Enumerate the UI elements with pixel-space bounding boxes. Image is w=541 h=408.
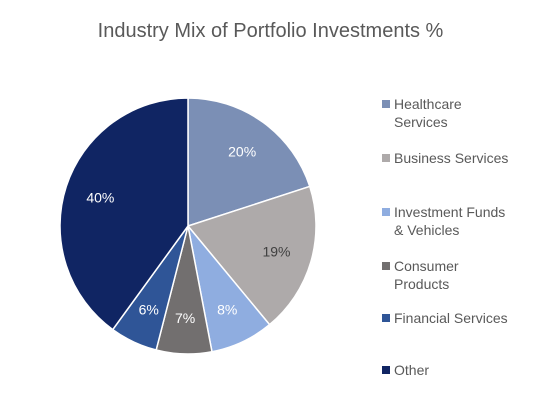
- chart-title: Industry Mix of Portfolio Investments %: [97, 20, 444, 42]
- legend-label: Other: [394, 362, 430, 378]
- legend-label: Financial Services: [394, 310, 508, 326]
- slice-data-label-0: 20%: [228, 143, 256, 159]
- legend-label: Healthcare Services: [394, 96, 462, 130]
- pie-slice-0: [187, 97, 311, 228]
- slice-data-label-2: 8%: [217, 301, 237, 317]
- legend-item-5: Other: [382, 361, 429, 379]
- legend-item-4: Financial Services: [382, 309, 508, 327]
- legend-swatch: [382, 314, 390, 322]
- legend-item-1: Business Services: [382, 149, 508, 167]
- pie-slice-5: [59, 97, 189, 331]
- slice-data-label-1: 19%: [262, 244, 290, 260]
- legend-swatch: [382, 154, 390, 162]
- slice-data-label-3: 7%: [175, 310, 195, 326]
- slice-data-label-4: 6%: [139, 301, 159, 317]
- legend-swatch: [382, 262, 390, 270]
- legend-swatch: [382, 366, 390, 374]
- legend-label: Business Services: [394, 150, 509, 166]
- legend-item-3: Consumer Products: [382, 257, 459, 293]
- legend-swatch: [382, 100, 390, 108]
- slice-data-label-5: 40%: [86, 190, 114, 206]
- legend-item-0: Healthcare Services: [382, 95, 462, 131]
- legend-item-2: Investment Funds & Vehicles: [382, 203, 505, 239]
- pie-slice-1: [186, 185, 317, 326]
- legend-label: Consumer Products: [394, 258, 459, 292]
- legend-label: Investment Funds & Vehicles: [394, 204, 506, 238]
- legend-swatch: [382, 208, 390, 216]
